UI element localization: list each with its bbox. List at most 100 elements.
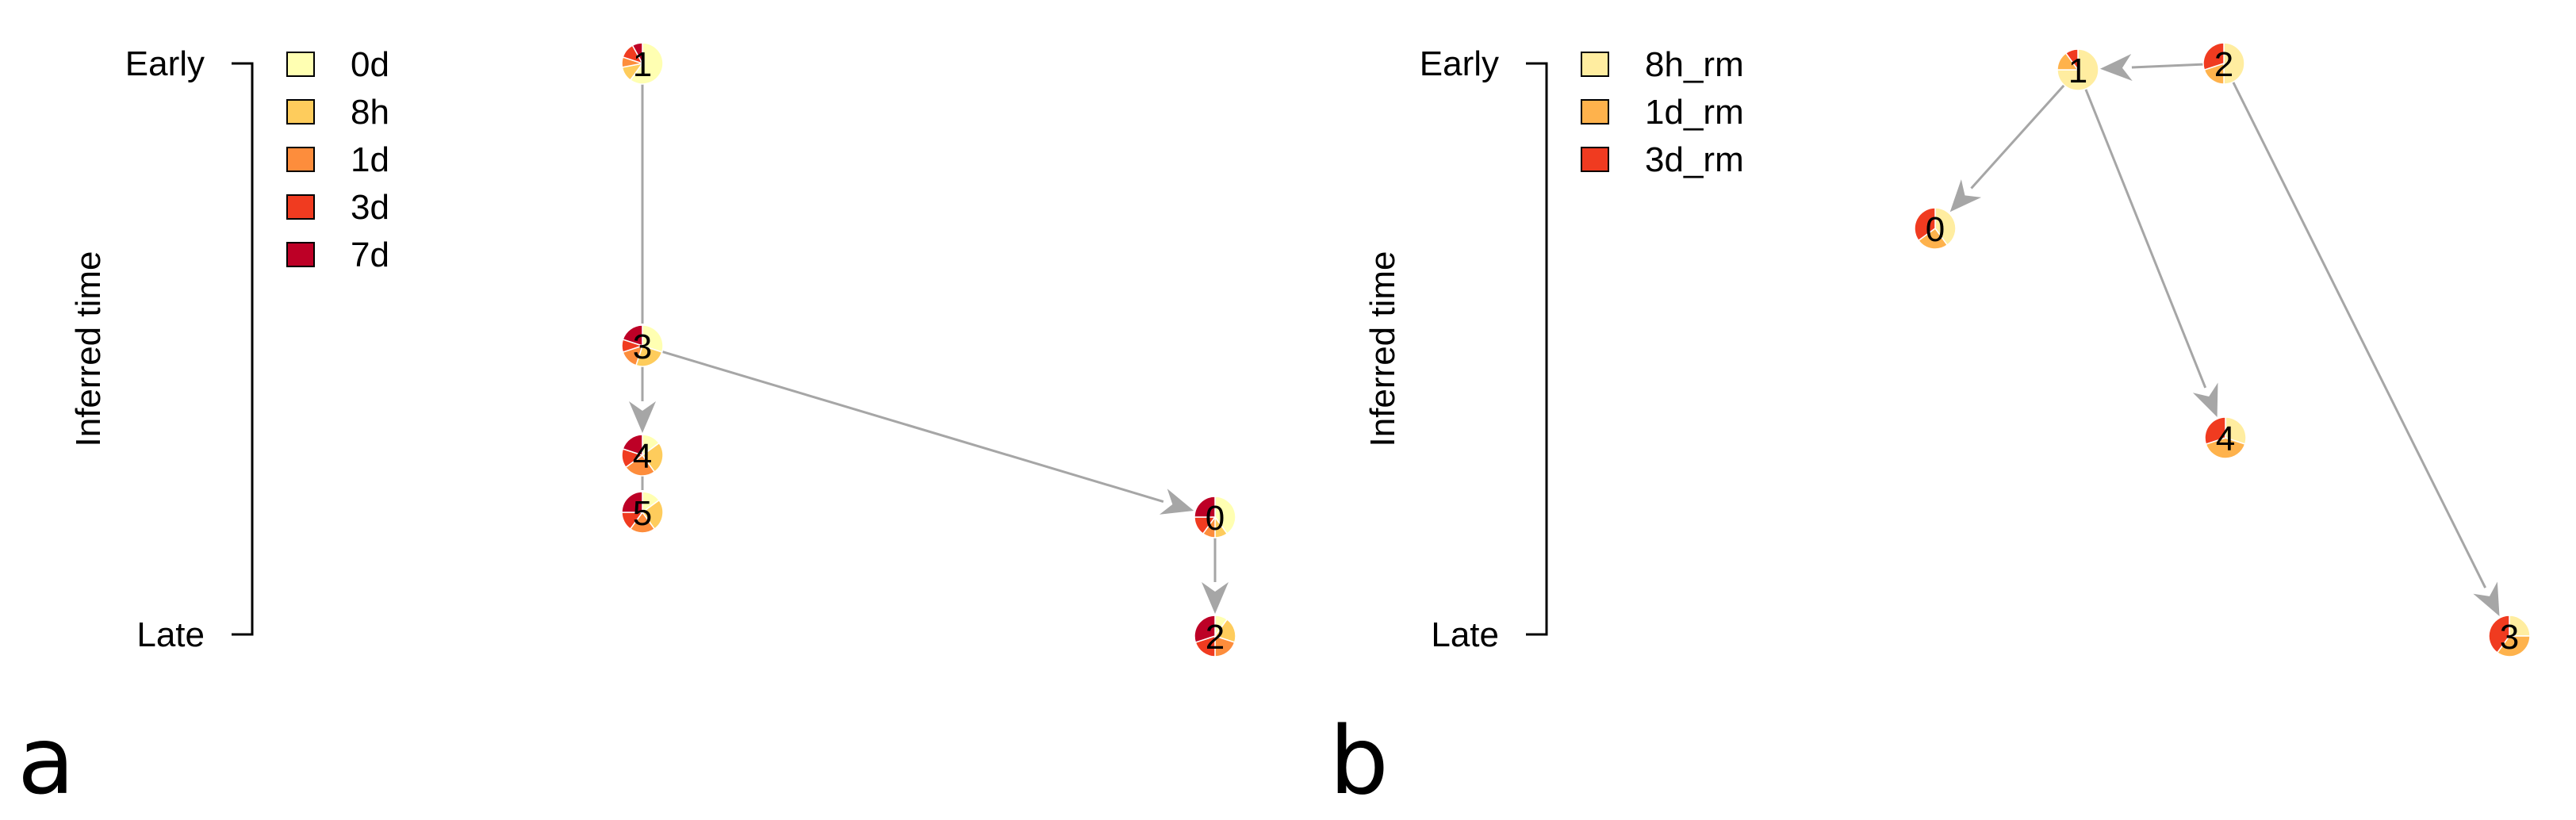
panel-letter-b: b: [1329, 706, 1389, 815]
legend-swatch-3d-rm: [1581, 147, 1609, 172]
node-pie-a-3: [621, 324, 664, 367]
edge-line: [2084, 88, 2207, 389]
pie-slice: [1934, 207, 1957, 247]
pie-slice: [621, 491, 643, 513]
legend-label-7d: 7d: [351, 236, 389, 274]
pie-slice: [2064, 48, 2079, 72]
legend-label-0d: 0d: [351, 45, 389, 84]
edge-arrowhead: [629, 401, 656, 433]
pie-slice: [631, 42, 643, 64]
node-a-2: 2: [1194, 615, 1236, 657]
legend-item-7d: 7d: [286, 236, 389, 274]
panel-b: Early Late Inferred time 8h_rm 1d_rm 3d_…: [1329, 42, 2531, 815]
node-pie-a-2: [1194, 615, 1236, 657]
node-a-0: 0: [1194, 496, 1236, 538]
node-label-a-0: 0: [1206, 499, 1225, 538]
node-label-a-4: 4: [633, 437, 652, 476]
legend-swatch-8h: [286, 99, 315, 125]
edge-line: [2131, 63, 2204, 69]
edge-arrowhead: [2192, 382, 2218, 418]
node-label-b-1: 1: [2068, 52, 2087, 90]
node-a-5: 5: [621, 491, 664, 534]
legend-swatch-8h-rm: [1581, 52, 1609, 77]
node-pie-a-4: [621, 434, 664, 477]
legend-item-1d-rm: 1d_rm: [1581, 93, 1744, 132]
edge-line: [2232, 81, 2486, 588]
edge-arrowhead: [2473, 581, 2500, 616]
node-pie-a-5: [621, 491, 664, 534]
node-b-2: 2: [2202, 42, 2245, 85]
node-pie-b-1: [2057, 48, 2099, 91]
pie-slice: [2223, 42, 2245, 85]
legend-item-3d: 3d: [286, 188, 389, 227]
node-label-a-3: 3: [633, 328, 652, 366]
edge-line: [661, 351, 1164, 503]
pie-slice: [642, 324, 664, 353]
legend-label-3d-rm: 3d_rm: [1645, 140, 1744, 179]
edges-a: [629, 84, 1229, 614]
node-pie-b-3: [2488, 615, 2531, 657]
legend-item-3d-rm: 3d_rm: [1581, 140, 1744, 179]
panel-letter-a: a: [17, 706, 75, 815]
node-b-1: 1: [2057, 48, 2099, 91]
pie-slice: [2509, 615, 2531, 637]
pie-slice: [622, 434, 643, 457]
pie-slice: [2204, 416, 2226, 445]
axis-title-a: Inferred time: [69, 251, 108, 447]
axis-top-label-a: Early: [125, 44, 205, 83]
pie-slice: [2205, 437, 2246, 459]
node-pie-b-2: [2202, 42, 2245, 85]
pie-slice: [622, 324, 643, 347]
legend-swatch-0d: [286, 52, 315, 77]
pie-slice: [629, 42, 664, 85]
pie-slice: [2496, 635, 2531, 657]
legend-item-8h-rm: 8h_rm: [1581, 45, 1744, 84]
legend-label-1d-rm: 1d_rm: [1645, 93, 1744, 132]
edges-b: [1949, 54, 2500, 616]
node-b-4: 4: [2204, 416, 2247, 459]
edge-arrowhead: [1949, 179, 1982, 213]
legend-label-8h-rm: 8h_rm: [1645, 45, 1744, 84]
pie-slice: [1194, 615, 1216, 643]
legend-a: 0d 8h 1d 3d 7d: [286, 45, 389, 274]
node-pie-a-0: [1194, 496, 1236, 538]
edge-arrowhead: [2099, 54, 2133, 82]
node-a-4: 4: [621, 434, 664, 477]
time-axis-a: [232, 62, 254, 636]
node-label-a-2: 2: [1206, 618, 1225, 657]
node-a-1: 1: [621, 42, 664, 85]
node-b-3: 3: [2488, 615, 2531, 657]
node-pie-b-4: [2204, 416, 2247, 459]
legend-b: 8h_rm 1d_rm 3d_rm: [1581, 45, 1744, 179]
edge-arrowhead: [1159, 489, 1194, 515]
node-pie-b-0: [1914, 207, 1957, 250]
legend-swatch-3d: [286, 194, 315, 220]
legend-label-1d: 1d: [351, 140, 389, 179]
axis-bottom-label-b: Late: [1431, 615, 1499, 654]
node-label-b-4: 4: [2216, 420, 2235, 458]
node-label-b-3: 3: [2500, 618, 2519, 657]
axis-bottom-label-a: Late: [136, 615, 205, 654]
pie-slice: [2057, 48, 2099, 91]
legend-swatch-1d-rm: [1581, 99, 1609, 125]
pie-slice: [1214, 496, 1236, 535]
pie-slice: [641, 499, 664, 531]
axis-top-label-b: Early: [1420, 44, 1499, 83]
legend-item-1d: 1d: [286, 140, 389, 179]
node-label-b-2: 2: [2214, 45, 2233, 84]
legend-swatch-7d: [286, 242, 315, 267]
edge-line: [1970, 84, 2065, 190]
pie-slice: [641, 442, 664, 473]
pie-slice: [624, 454, 656, 477]
axis-title-b: Inferred time: [1363, 251, 1402, 447]
node-a-3: 3: [621, 324, 664, 367]
panel-a: Early Late Inferred time 0d 8h 1d 3d: [17, 42, 1236, 815]
legend-item-8h: 8h: [286, 93, 389, 132]
pie-slice: [2202, 42, 2225, 71]
pie-slice: [635, 345, 663, 367]
legend-label-8h: 8h: [351, 93, 389, 132]
pie-slice: [2225, 416, 2247, 445]
pie-slice: [1914, 207, 1936, 242]
pie-slice: [1917, 227, 1949, 250]
